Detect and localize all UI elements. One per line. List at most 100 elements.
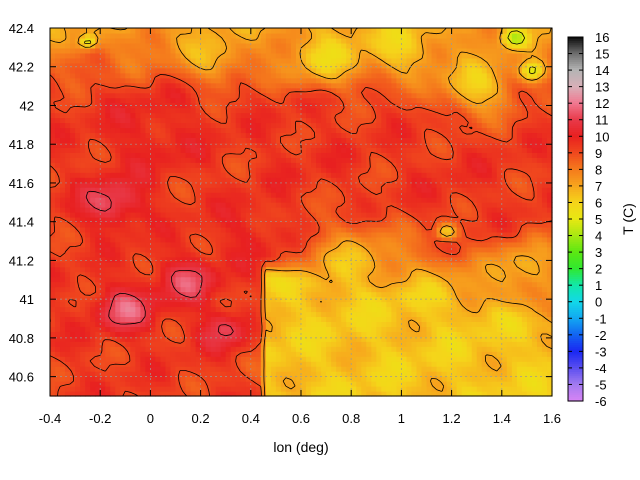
heat-cell [351,207,357,213]
heat-cell [255,147,262,153]
heat-cell [205,226,212,233]
heat-cell [65,376,71,382]
heat-cell [431,351,438,357]
heat-cell [336,192,342,198]
heat-cell [346,301,352,308]
heat-cell [160,251,167,258]
heat-cell [501,157,508,163]
heat-cell [120,261,126,268]
heat-cell [451,256,458,263]
heat-cell [321,351,327,357]
heat-cell [100,306,106,313]
heat-cell [341,182,347,188]
heat-cell [541,316,548,322]
heat-cell [531,336,538,342]
heat-cell [55,326,61,332]
heat-cell [210,197,217,203]
heat-cell [336,361,342,367]
heat-cell [140,207,146,213]
heat-cell [285,202,292,208]
heat-cell [165,236,172,243]
heat-cell [521,157,528,163]
heat-cell [466,356,473,362]
heat-cell [55,221,61,228]
heat-cell [401,381,408,387]
heat-cell [270,386,277,392]
heat-cell [456,221,463,228]
heat-cell [235,346,242,352]
heat-cell [215,226,222,233]
heat-cell [225,351,232,357]
heat-cell [270,202,277,208]
heat-cell [220,182,227,188]
heat-cell [346,266,352,273]
heat-cell [546,231,553,238]
heat-cell [516,306,523,313]
heat-cell [50,251,56,258]
heat-cell [70,336,76,342]
heat-cell [110,177,116,183]
heat-cell [416,376,423,382]
heat-cell [536,241,543,248]
heat-cell [290,226,297,233]
heat-cell [255,301,262,308]
heat-cell [311,336,317,342]
heat-cell [55,192,61,198]
heat-cell [371,162,377,168]
heat-cell [175,182,182,188]
heat-cell [331,197,337,203]
heat-cell [90,207,96,213]
heat-cell [180,376,187,382]
heat-cell [260,271,267,278]
heat-cell [60,236,66,243]
heat-cell [381,162,387,168]
heat-cell [306,152,312,158]
heat-cell [190,371,197,377]
heat-cell [431,346,438,352]
heat-cell [80,346,86,352]
heat-cell [115,147,121,153]
heat-cell [476,346,483,352]
heat-cell [396,271,402,278]
heat-cell [531,202,538,208]
heat-cell [486,316,493,322]
heat-cell [476,177,483,183]
heat-cell [110,311,116,318]
heat-cell [416,157,423,163]
heat-cell [125,356,131,362]
heat-cell [531,256,538,263]
heat-cell [326,371,332,377]
heat-cell [326,221,332,228]
heat-cell [90,256,96,263]
heat-cell [401,296,408,303]
heat-cell [70,157,76,163]
heat-cell [406,251,413,258]
heat-cell [461,296,468,303]
heat-cell [306,162,312,168]
heat-cell [255,276,262,283]
heat-cell [155,172,162,178]
heat-cell [476,162,483,168]
heat-cell [351,371,357,377]
heat-cell [170,207,177,213]
heat-cell [476,286,483,293]
heat-cell [185,261,192,268]
heat-cell [70,197,76,203]
heat-cell [321,336,327,342]
heat-cell [100,266,106,273]
heat-cell [391,167,397,173]
heat-cell [536,301,543,308]
heat-cell [366,192,372,198]
heat-cell [75,177,81,183]
heat-cell [105,182,111,188]
heat-cell [376,216,382,223]
heat-cell [541,172,548,178]
heat-cell [486,162,493,168]
heat-cell [155,212,162,218]
heat-cell [326,187,332,193]
heat-cell [496,376,503,382]
heat-cell [115,187,121,193]
heat-cell [391,316,397,322]
heat-cell [511,341,518,347]
heat-cell [145,162,151,168]
